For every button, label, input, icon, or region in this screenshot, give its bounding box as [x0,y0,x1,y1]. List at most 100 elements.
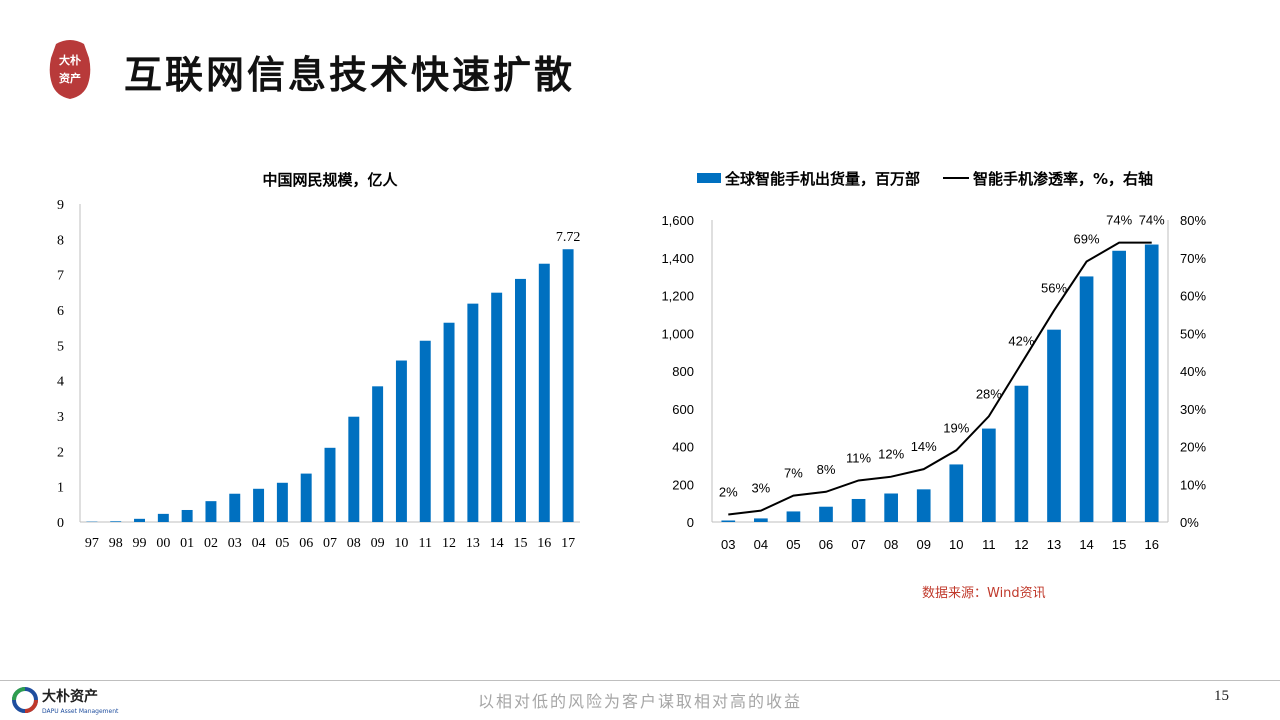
logo-icon [12,687,38,713]
chart1-y-tick: 2 [57,445,64,460]
chart2-line-label: 12% [878,447,904,462]
chart1-y-tick: 4 [57,375,64,390]
logo-cn-text: 大朴资产 [42,688,98,705]
chart1-bar [110,521,122,522]
chart2-line-label: 8% [817,462,836,477]
footer-divider [0,680,1280,681]
chart1-x-tick: 11 [418,536,431,551]
chart2-line-label: 69% [1074,232,1100,247]
chart2-x-tick: 15 [1112,537,1126,552]
page-number: 15 [1214,688,1229,704]
chart1-bar [395,360,407,522]
chart1-bar [205,501,217,522]
chart2-bar [982,428,996,522]
chart1-bar [181,509,193,522]
chart2-line-label: 7% [784,466,803,481]
chart1-x-tick: 03 [228,536,242,551]
chart1-bar [348,416,360,522]
chart2-bar [884,493,898,522]
chart1-bar [443,322,455,522]
chart1-bar [134,518,145,522]
chart1-x-tick: 14 [490,536,504,551]
chart2-bar [1144,244,1159,522]
chart2-right-tick: 80% [1180,213,1206,228]
chart2-line-label: 56% [1041,281,1067,296]
chart1-bar [372,386,384,522]
chart1-x-tick: 06 [299,536,313,551]
chart2-right-tick: 30% [1180,402,1206,417]
chart1-x-tick: 05 [275,536,289,551]
smartphone-chart: 全球智能手机出货量，百万部 智能手机渗透率，%，右轴 0 200 400 600 800 1,… [661,170,1206,552]
chart2-right-tick: 40% [1180,364,1206,379]
chart1-x-tick: 17 [561,536,575,551]
page-title: 互联网信息技术快速扩散 [124,52,576,97]
chart1-y-tick: 6 [57,304,64,319]
chart1-y-tick: 1 [57,481,64,496]
chart1-x-tick: 13 [466,536,480,551]
chart2-left-tick: 1,600 [661,213,694,228]
chart2-x-tick: 10 [949,537,963,552]
chart2-right-tick: 20% [1180,440,1206,455]
footer-logo: 大朴资产 DAPU Asset Management [12,687,119,715]
chart1-x-tick: 99 [133,536,147,551]
chart1-x-tick: 98 [109,536,123,551]
chart2-bar [1112,250,1126,523]
source-note: 数据来源：Wind资讯 [922,586,1046,601]
chart1-x-tick: 16 [537,536,551,551]
chart1-x-tick: 10 [394,536,408,551]
chart1-bar [467,303,479,522]
footer-slogan: 以相对低的风险为客户谋取相对高的收益 [477,692,802,711]
chart2-right-tick: 0% [1180,515,1199,530]
chart2-line-label: 19% [943,420,969,435]
chart2-left-tick: 800 [672,364,694,379]
chart2-left-tick: 400 [672,440,694,455]
chart2-bar [754,518,768,522]
chart2-left-tick: 600 [672,402,694,417]
chart1-bar [300,473,312,522]
chart2-bar [721,520,736,522]
chart2-line-label: 11% [846,450,871,465]
chart1-title: 中国网民规模，亿人 [262,171,398,189]
chart1-y-tick: 3 [57,410,64,425]
chart1-x-tick: 97 [85,536,99,551]
chart1-bar [515,278,526,522]
chart2-line-label: 42% [1008,333,1034,348]
chart2-left-tick: 0 [687,515,694,530]
chart1-bar [253,488,265,522]
chart1-bar [229,493,241,522]
chart1-bar [562,249,574,522]
chart2-x-tick: 09 [916,537,930,552]
chart2-bar [819,506,833,522]
chart2-x-tick: 11 [982,537,996,552]
chart2-x-tick: 13 [1047,537,1061,552]
chart1-data-label: 7.72 [556,230,581,245]
chart2-right-tick: 60% [1180,289,1206,304]
chart2-x-tick: 08 [884,537,898,552]
chart2-line-label: 74% [1106,213,1132,228]
chart1-y-tick: 9 [57,198,64,213]
chart2-legend-bar-swatch [697,173,721,183]
chart2-x-tick: 14 [1079,537,1093,552]
chart1-bar [157,513,169,522]
chart1-x-tick: 04 [252,536,266,551]
seal-text: 大朴 [59,53,81,67]
chart2-left-tick: 1,400 [661,251,694,266]
chart1-bar [419,340,431,522]
chart2-x-tick: 05 [786,537,800,552]
chart1-bar [324,447,336,522]
chart1-y-tick: 0 [57,516,64,531]
chart2-x-tick: 03 [721,537,735,552]
chart2-left-tick: 1,000 [661,326,694,341]
chart1-x-tick: 15 [513,536,527,551]
chart2-bar [1079,276,1094,522]
chart1-x-tick: 08 [347,536,361,551]
brand-seal-icon: 大朴 资产 [49,40,91,99]
chart2-line-label: 3% [751,481,770,496]
chart2-right-tick: 10% [1180,477,1206,492]
chart2-x-tick: 07 [851,537,865,552]
chart1-y-tick: 5 [57,339,64,354]
logo-en-text: DAPU Asset Management [42,708,119,715]
chart2-bar [949,464,964,522]
chart2-bar [916,489,931,522]
